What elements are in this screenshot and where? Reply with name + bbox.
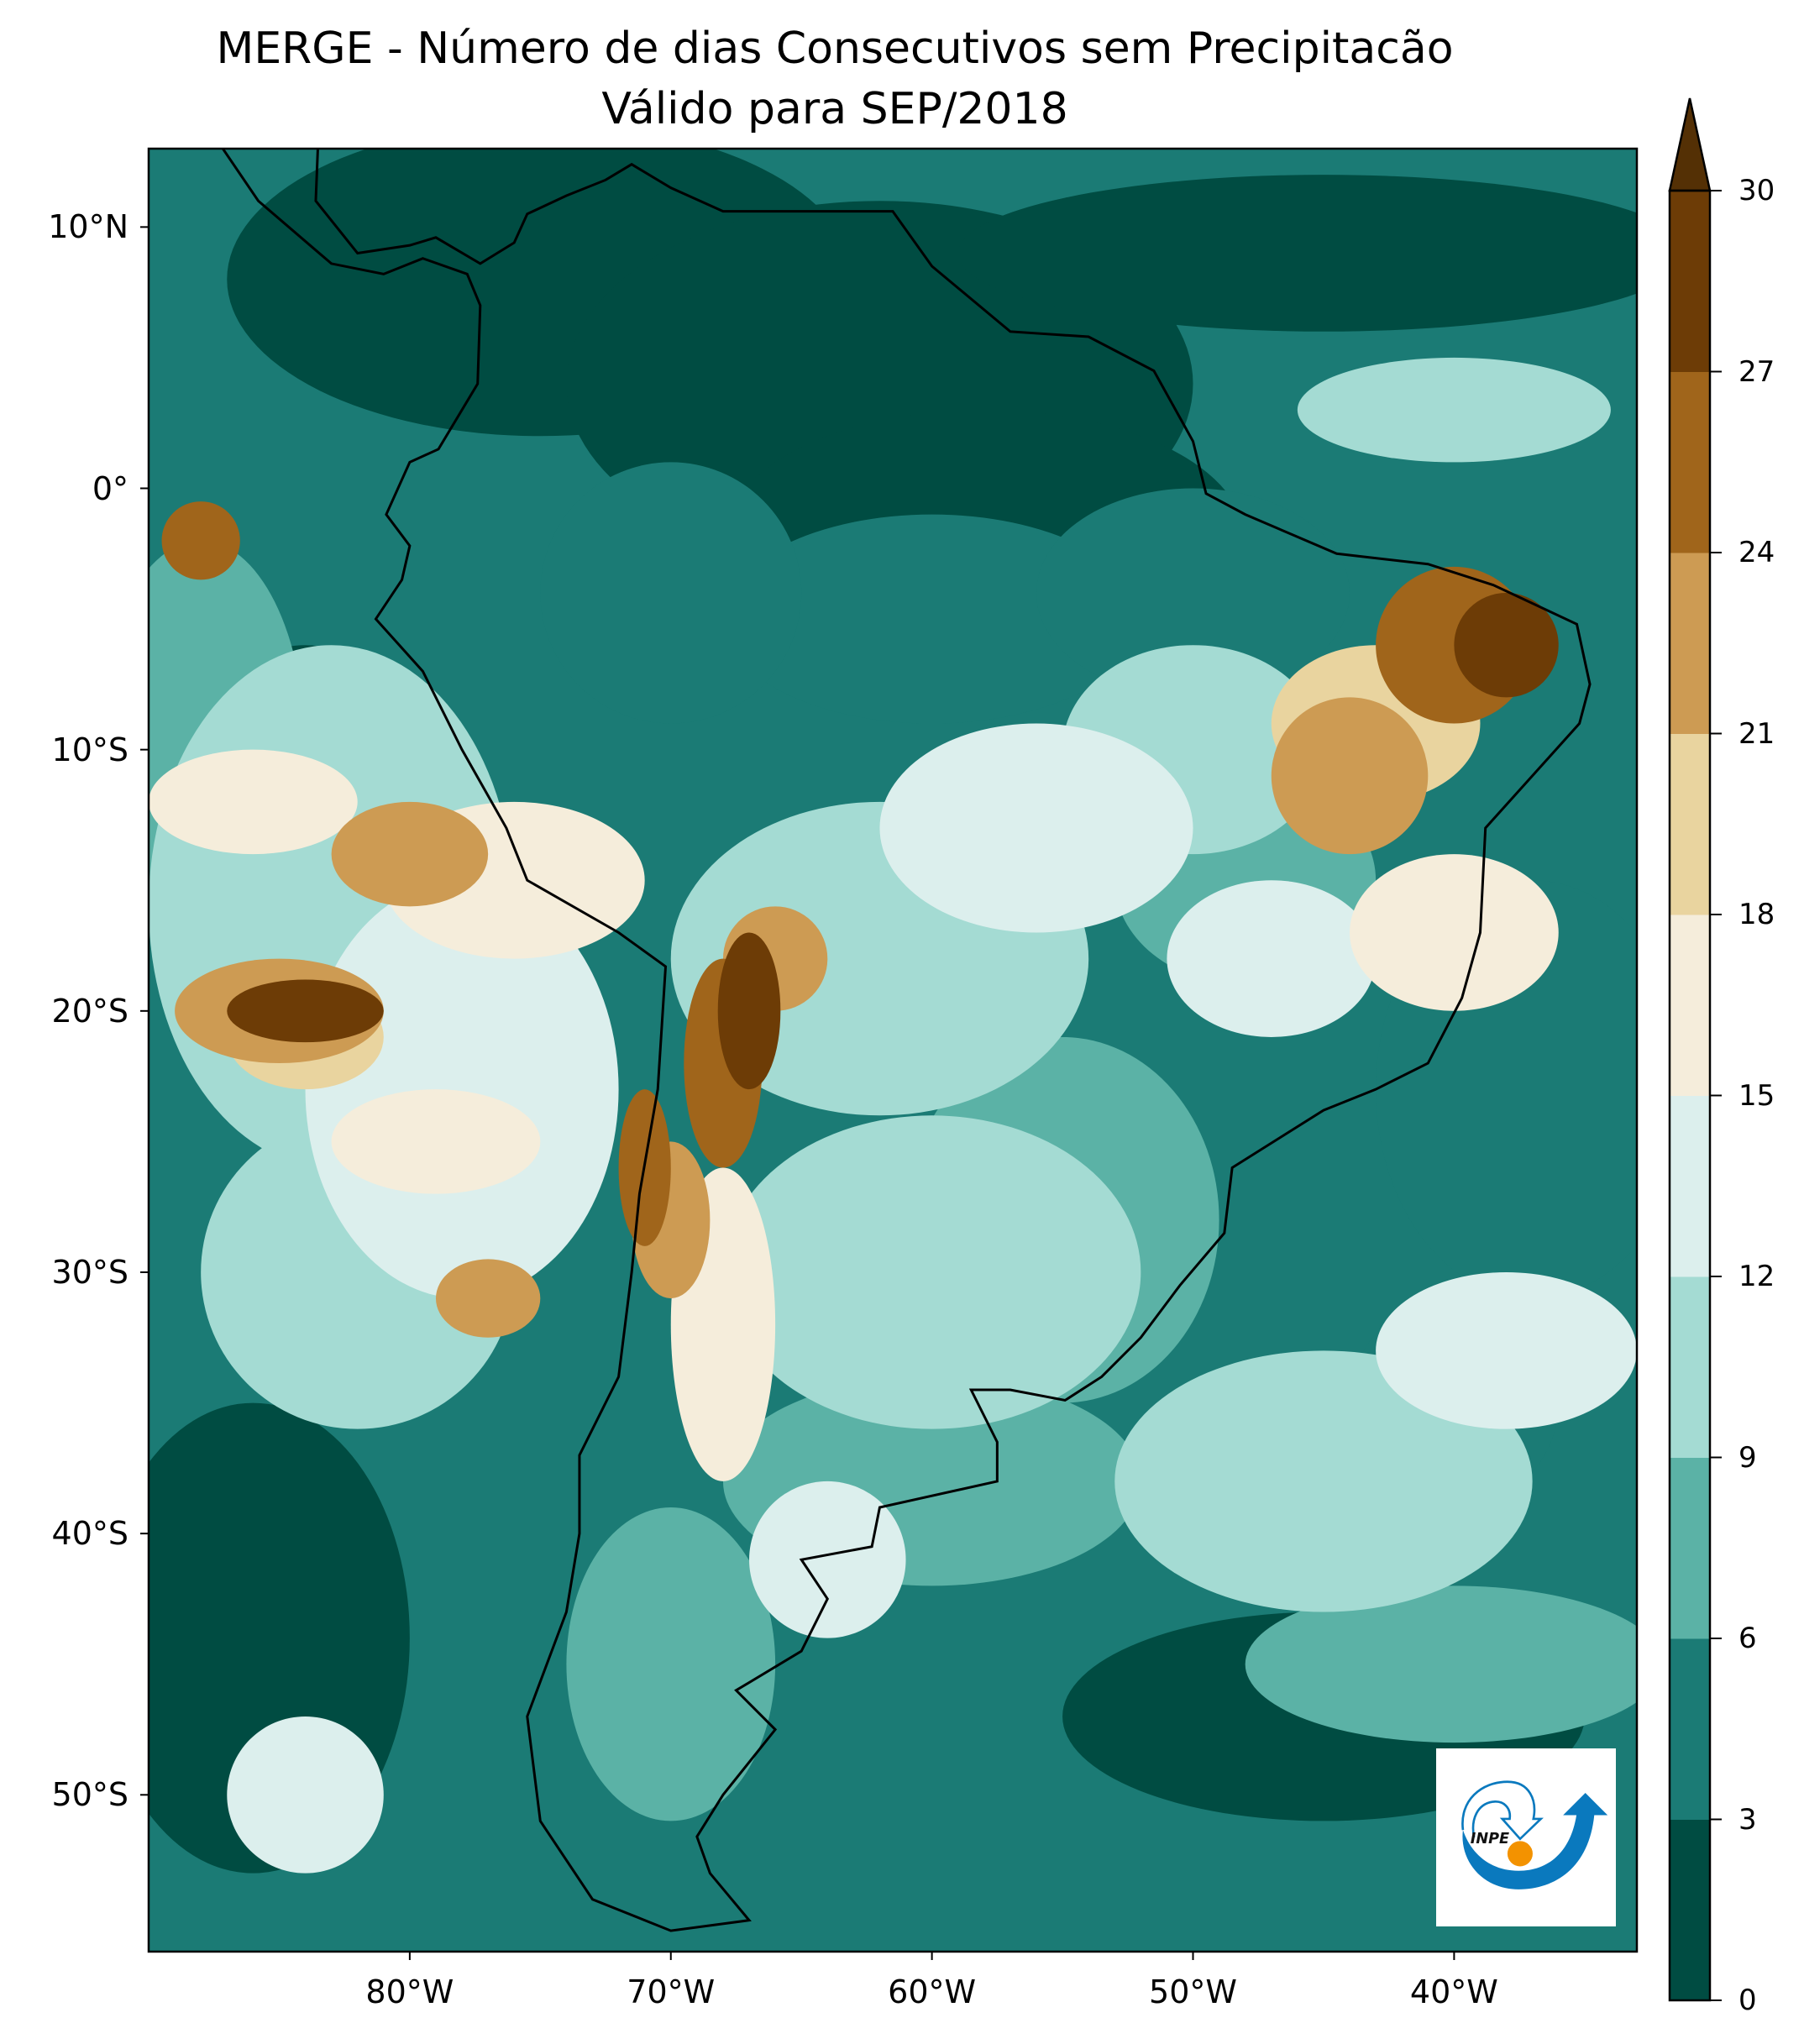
lon-label: 70°W [627,1973,716,2010]
colorbar-segment [1670,1095,1710,1277]
field-patch [879,723,1193,933]
colorbar-segment [1670,191,1710,372]
precip-field [149,149,1637,1952]
colorbar-segment [1670,1819,1710,2001]
colorbar-segment [1670,733,1710,915]
inpe-logo-icon: INPE [1461,1780,1608,1889]
colorbar-label: 12 [1738,1260,1775,1293]
field-patch [1454,592,1559,698]
colorbar-label: 24 [1738,536,1775,569]
lon-label: 80°W [365,1973,454,2010]
field-patch [331,801,489,907]
coastline-path [221,149,1592,1932]
field-patch [957,175,1637,332]
field-patch [717,932,781,1090]
field-patch [749,1481,906,1638]
field-patch [1167,880,1377,1037]
colorbar-label: 27 [1738,354,1775,389]
axis-ticks [140,226,1455,1960]
field-patch [1114,1350,1533,1612]
field-patch [722,1115,1141,1429]
field-patch [305,880,619,1299]
field-patch [161,501,240,580]
lat-label: 40°S [51,1515,128,1553]
field-patch [1245,1585,1637,1743]
lat-label: 10°N [48,208,128,246]
field-patch [1297,357,1611,463]
field-patch [149,749,358,855]
colorbar-label: 0 [1738,1984,1757,2017]
map-subtitle: Válido para SEP/2018 [601,84,1068,134]
colorbar-segment [1670,1638,1710,1820]
colorbar-label: 18 [1738,898,1775,931]
colorbar-segment [1670,371,1710,553]
lat-label: 30°S [51,1253,128,1291]
svg-text:INPE: INPE [1471,1831,1509,1847]
field-patch [435,1259,541,1338]
field-patch [227,1716,384,1874]
lat-label: 50°S [51,1776,128,1814]
map-title: MERGE - Número de dias Consecutivos sem … [216,24,1454,74]
lon-label: 40°W [1409,1973,1498,2010]
inpe-logo: INPE [1436,1748,1616,1926]
colorbar-label: 3 [1738,1802,1757,1837]
colorbar-label: 15 [1738,1078,1775,1113]
colorbar-label: 9 [1738,1440,1757,1475]
lat-label: 0° [92,469,128,507]
colorbar-extend-arrow [1668,97,1712,192]
field-patch [566,1507,776,1821]
field-patch [540,462,802,724]
field-patch [1036,488,1350,698]
lat-label: 20°S [51,992,128,1030]
colorbar-label: 30 [1738,174,1775,207]
colorbar-segment [1670,915,1710,1096]
field-patch [331,1089,541,1194]
lat-label: 10°S [51,731,128,768]
lon-label: 60°W [888,1973,977,2010]
colorbar-label: 6 [1738,1622,1757,1655]
map-frame [147,147,1639,1953]
colorbar-segment [1670,553,1710,734]
coastline [221,149,1592,1932]
colorbar-segment [1670,1276,1710,1458]
field-patch [227,979,384,1043]
colorbar-segment [1670,1457,1710,1639]
field-patch [722,514,1141,724]
field-patch [1376,1271,1637,1429]
field-patch [1350,854,1559,1011]
colorbar [1668,97,1722,2002]
colorbar-label: 21 [1738,716,1775,751]
field-patch [1271,697,1429,855]
lon-label: 50°W [1149,1973,1237,2010]
